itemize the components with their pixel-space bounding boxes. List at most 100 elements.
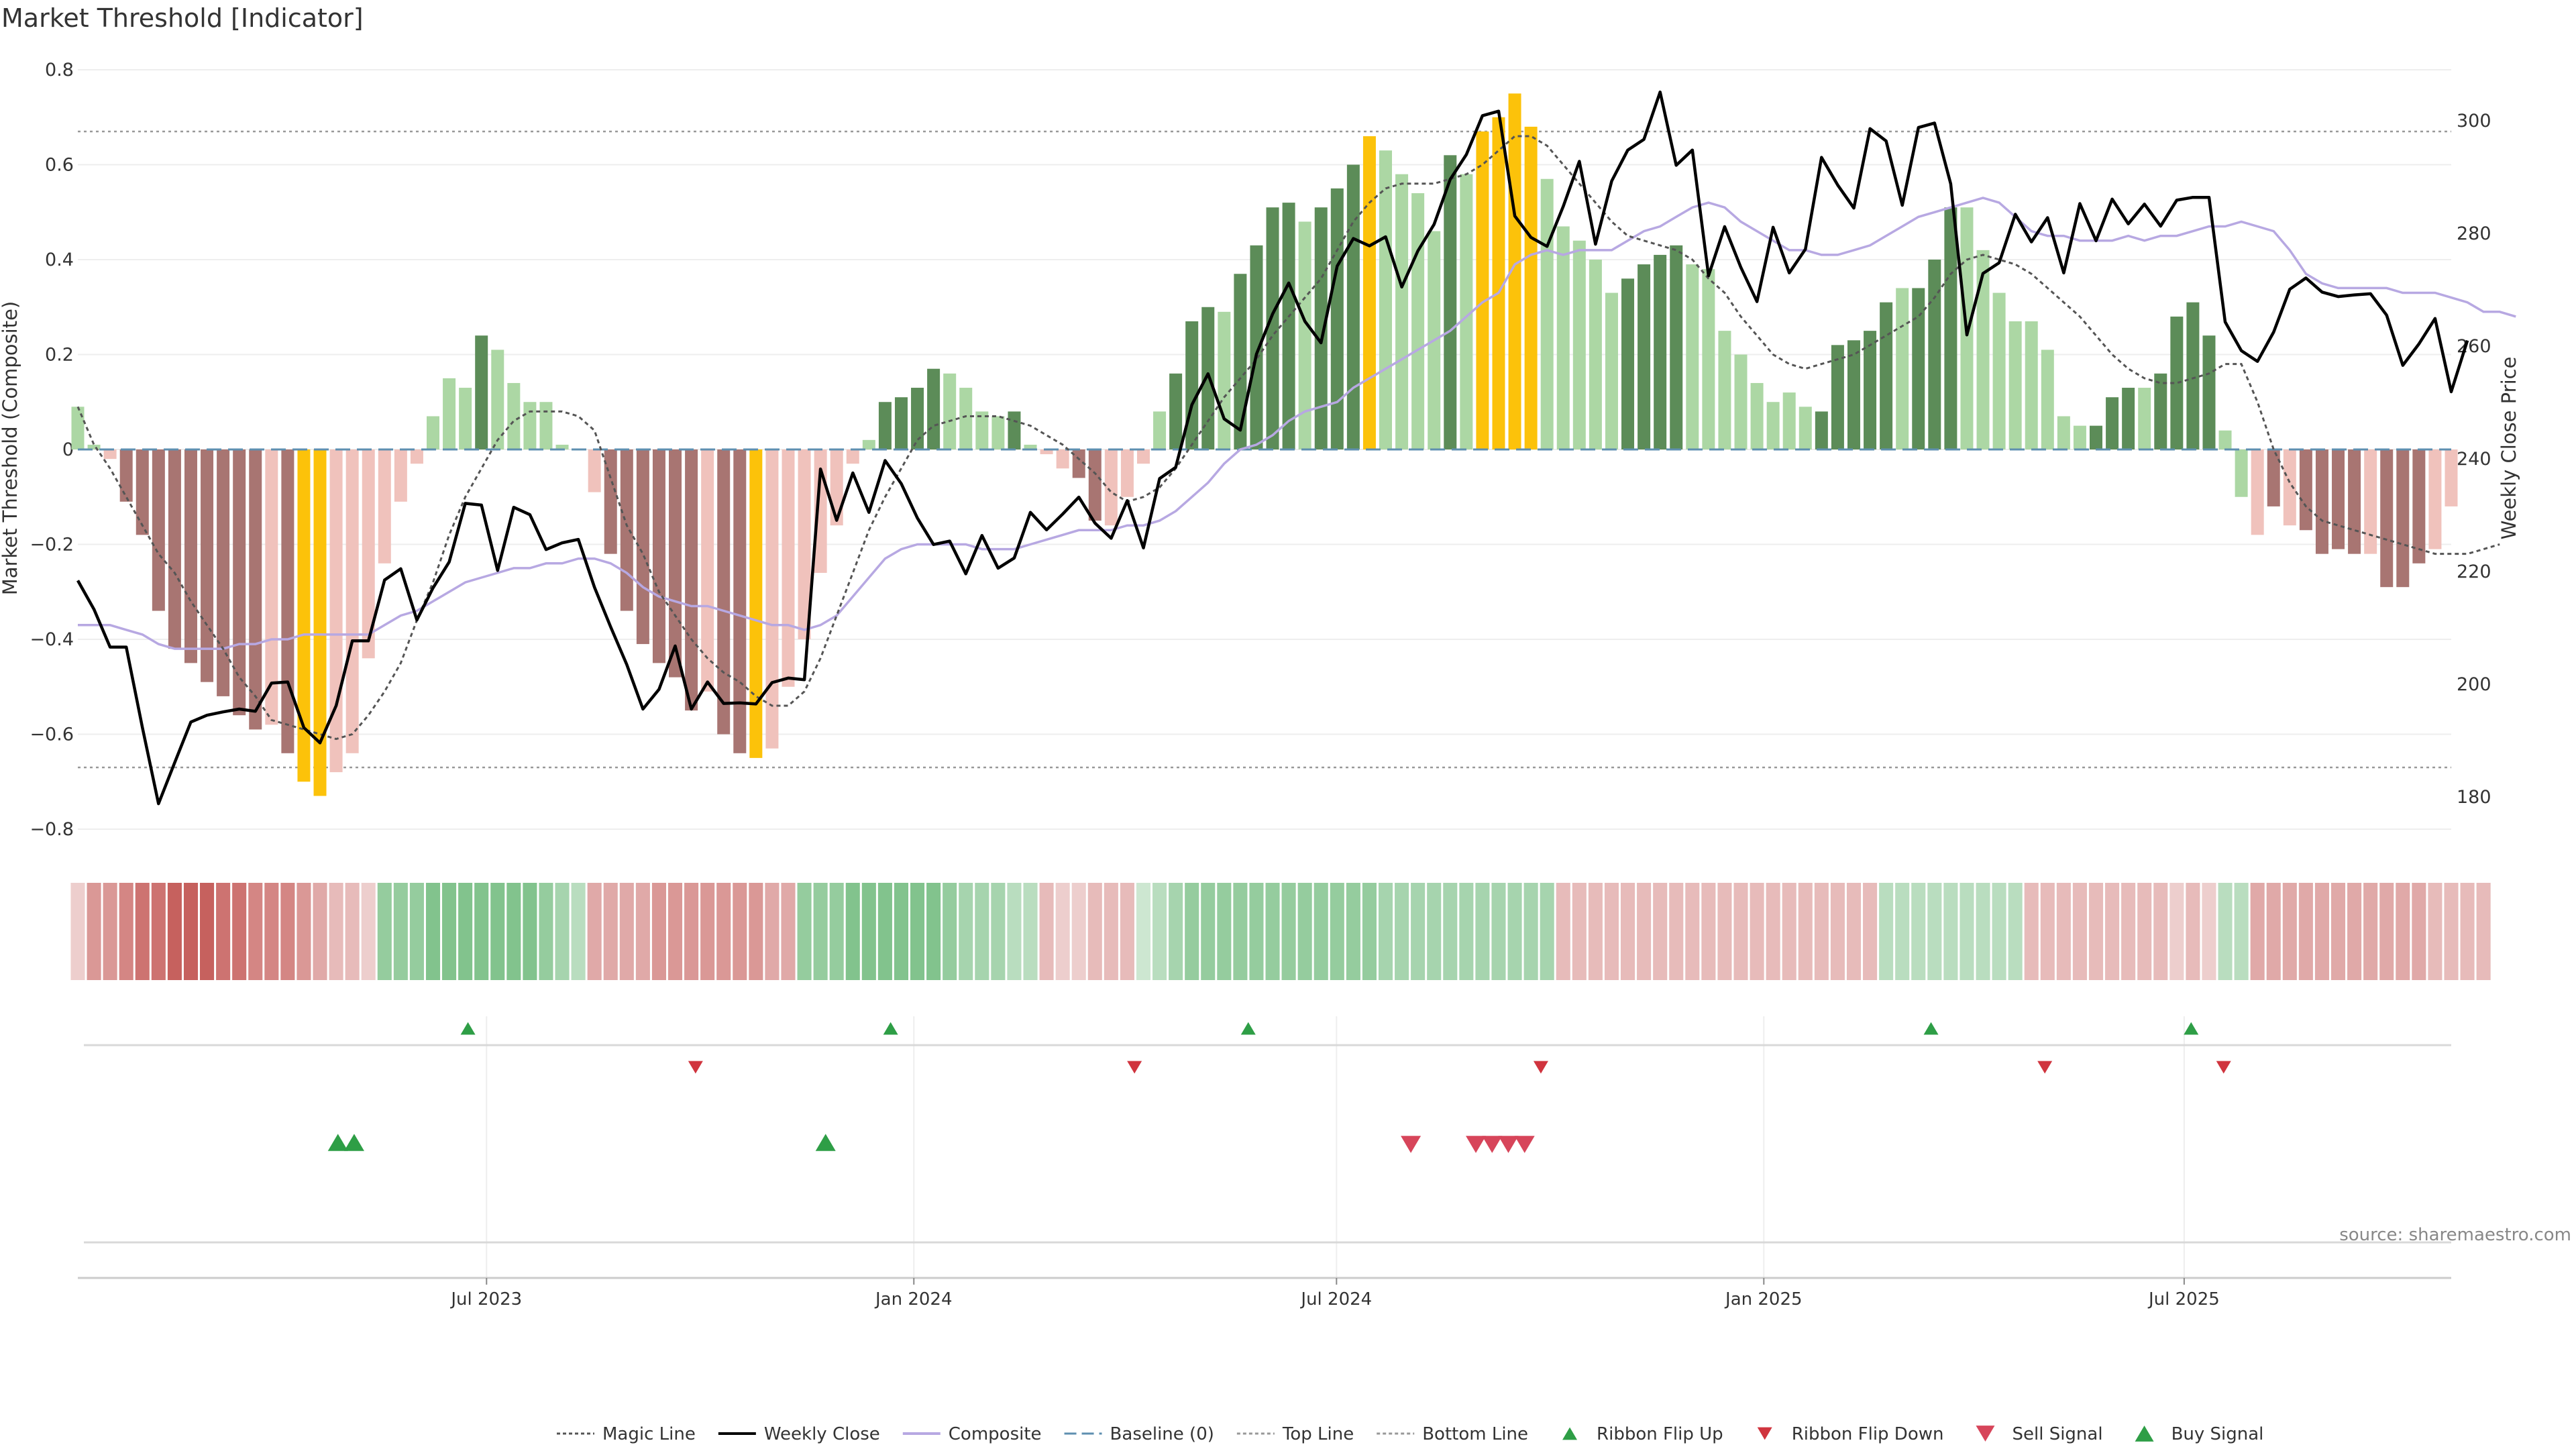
composite-bar xyxy=(927,368,941,449)
composite-bar xyxy=(1153,411,1167,449)
ribbon-cell xyxy=(2314,883,2329,980)
composite-bar xyxy=(1589,260,1602,449)
y2-tick-label: 200 xyxy=(2457,674,2491,695)
composite-bar xyxy=(1056,449,1069,469)
composite-bar xyxy=(87,444,101,449)
ribbon-flip-up-marker xyxy=(883,1022,898,1035)
composite-bar xyxy=(249,449,262,730)
composite-bar xyxy=(2025,321,2038,449)
composite-bar xyxy=(1654,254,1667,449)
ribbon-cell xyxy=(1863,883,1878,980)
composite-bar xyxy=(1362,136,1376,450)
ribbon-cell xyxy=(797,883,812,980)
composite-bar xyxy=(1088,449,1102,521)
ribbon-cell xyxy=(1281,883,1296,980)
ribbon-cell xyxy=(1265,883,1280,980)
ribbon-cell xyxy=(861,883,876,980)
ribbon-cell xyxy=(506,883,521,980)
legend-label: Weekly Close xyxy=(764,1424,880,1444)
y-tick-label: 0 xyxy=(62,439,74,460)
legend: Magic Line Weekly Close Composite Baseline … xyxy=(557,1424,2263,1444)
composite-bar xyxy=(119,449,133,502)
composite-bar xyxy=(265,449,278,725)
sell-signal-marker xyxy=(1514,1136,1535,1153)
composite-bar xyxy=(1831,345,1844,449)
ribbon-cell xyxy=(1653,883,1668,980)
composite-bar xyxy=(1880,302,1893,449)
composite-bar xyxy=(588,449,601,492)
ribbon-cell xyxy=(458,883,473,980)
composite-bar xyxy=(862,439,875,449)
composite-bar xyxy=(475,335,488,449)
composite-bar xyxy=(1008,411,1021,449)
legend-label: Baseline (0) xyxy=(1110,1424,1214,1444)
ribbon-cell xyxy=(1556,883,1570,980)
ribbon-cell xyxy=(409,883,424,980)
composite-bar xyxy=(539,402,553,449)
ribbon-cell xyxy=(1960,883,1974,980)
ribbon-cell xyxy=(1233,883,1248,980)
ribbon-cell xyxy=(151,883,166,980)
y-tick-label: 0.2 xyxy=(45,345,74,366)
ribbon-cell xyxy=(1750,883,1764,980)
composite-bar xyxy=(1298,221,1311,449)
ribbon-cell xyxy=(2330,883,2346,980)
ribbon-cell xyxy=(975,883,989,980)
composite-bar xyxy=(1847,340,1860,449)
ribbon-flip-up-marker xyxy=(460,1022,476,1035)
ribbon-cell xyxy=(1217,883,1232,980)
buy-signal-marker xyxy=(327,1134,348,1151)
ribbon-cell xyxy=(2428,883,2443,980)
composite-bar xyxy=(733,449,747,753)
composite-bar xyxy=(798,449,811,639)
ribbon-cell xyxy=(280,883,295,980)
composite-bar xyxy=(136,449,149,535)
composite-bar xyxy=(2106,397,2119,449)
composite-bar xyxy=(426,416,439,449)
ribbon-cell xyxy=(1717,883,1732,980)
ribbon-cell xyxy=(2072,883,2087,980)
ribbon-cell xyxy=(2347,883,2362,980)
ribbon-cell xyxy=(555,883,570,980)
ribbon-cell xyxy=(135,883,150,980)
ribbon-cell xyxy=(1830,883,1845,980)
composite-bar xyxy=(362,449,375,659)
ribbon-cell xyxy=(1055,883,1070,980)
magic-line xyxy=(76,135,2500,741)
composite-bar xyxy=(1040,449,1053,455)
legend-label: Sell Signal xyxy=(2012,1424,2102,1444)
ribbon-cell xyxy=(910,883,925,980)
composite-bar xyxy=(878,402,892,449)
y2-tick-label: 300 xyxy=(2457,111,2491,131)
ribbon-cell xyxy=(1766,883,1780,980)
ribbon-cell xyxy=(926,883,941,980)
composite-bar xyxy=(1104,449,1118,526)
ribbon-cell xyxy=(200,883,215,980)
signal-markers xyxy=(327,1134,1535,1153)
composite-bar xyxy=(1250,245,1263,449)
ribbon-cell xyxy=(2186,883,2200,980)
ribbon-cell xyxy=(1378,883,1393,980)
composite-bar xyxy=(717,449,731,735)
composite-bar xyxy=(2170,316,2184,449)
ribbon-cell xyxy=(264,883,279,980)
composite-bar xyxy=(782,449,795,687)
ribbon-cell xyxy=(587,883,602,980)
composite-bar xyxy=(1766,402,1780,449)
composite-bar xyxy=(459,388,472,449)
composite-bar xyxy=(669,449,682,678)
composite-bar xyxy=(1976,250,1990,449)
ribbon-cell xyxy=(1507,883,1522,980)
composite-bar xyxy=(1395,174,1409,449)
ribbon-cell xyxy=(2153,883,2168,980)
y-axis-label: Market Threshold (Composite) xyxy=(0,301,21,595)
ribbon-cell xyxy=(474,883,489,980)
composite-bar xyxy=(2348,449,2361,554)
composite-bar xyxy=(1201,307,1215,449)
ribbon-cell xyxy=(329,883,343,980)
composite-bar xyxy=(1476,131,1489,449)
ribbon-cell xyxy=(248,883,263,980)
ribbon-cell xyxy=(1007,883,1022,980)
composite-bar xyxy=(1928,260,1941,449)
